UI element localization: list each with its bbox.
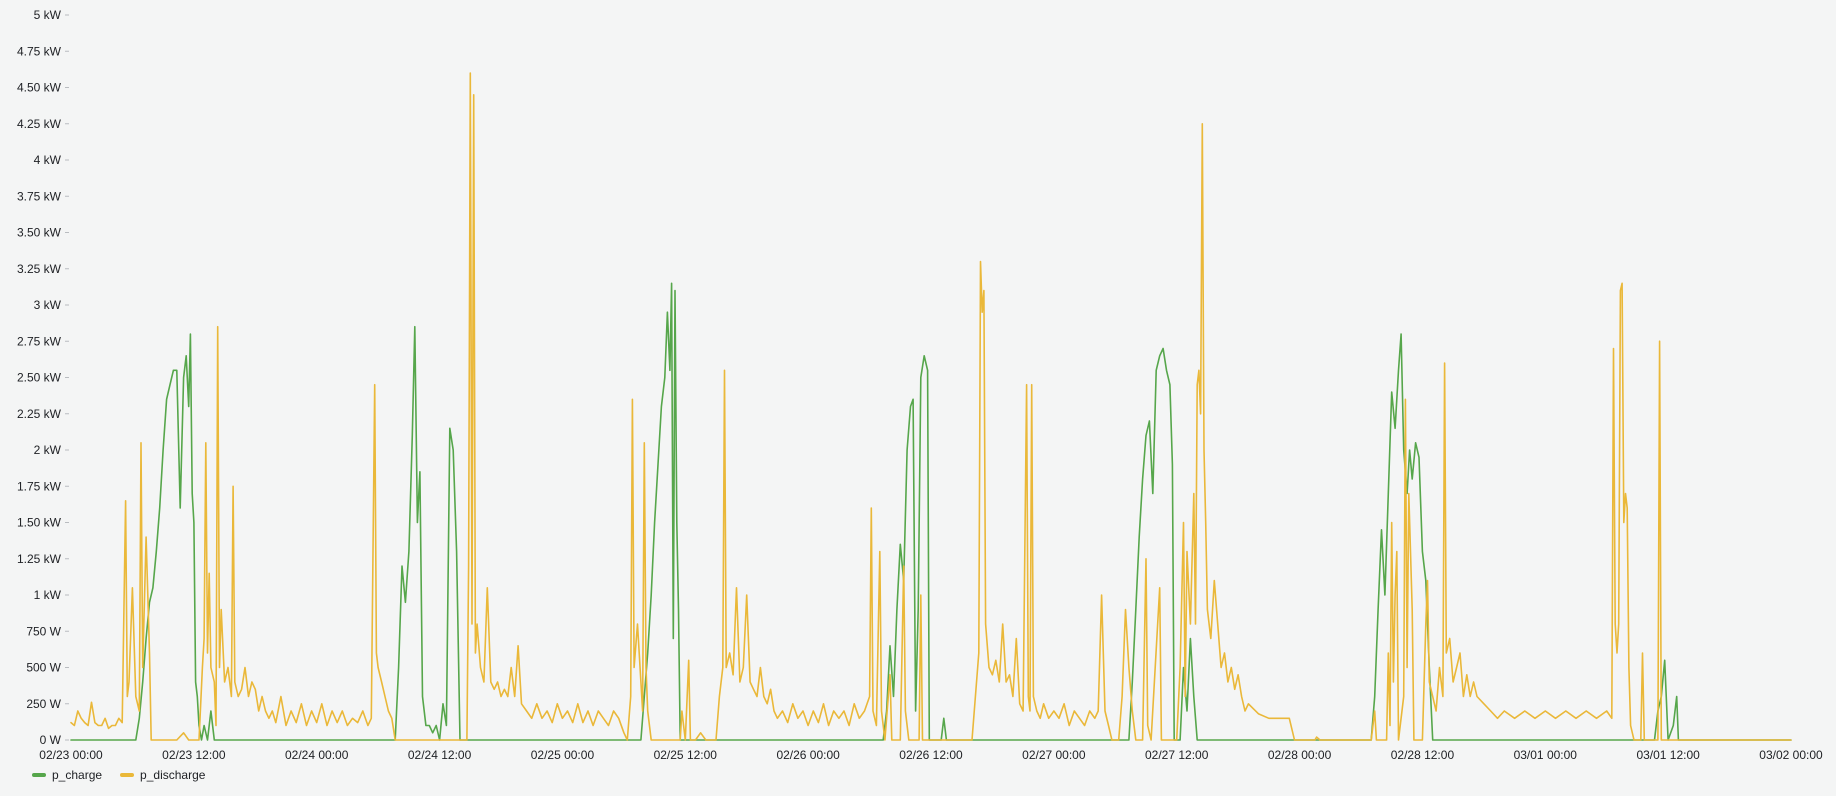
y-tick-label: 3.75 kW bbox=[17, 189, 62, 203]
y-axis: 0 W 250 W 500 W 750 W 1 kW 1.25 kW 1.50 kW 1.75… bbox=[17, 8, 69, 747]
legend-item-p-charge[interactable]: p_charge bbox=[32, 768, 102, 782]
x-tick-label: 03/01 12:00 bbox=[1636, 748, 1700, 762]
legend-label-p-discharge: p_discharge bbox=[140, 768, 206, 782]
y-tick-label: 3.25 kW bbox=[17, 262, 62, 276]
x-tick-label: 02/28 00:00 bbox=[1268, 748, 1332, 762]
y-tick-label: 2 kW bbox=[34, 443, 62, 457]
legend-label-p-charge: p_charge bbox=[52, 768, 103, 782]
x-tick-label: 02/23 00:00 bbox=[39, 748, 103, 762]
legend-swatch-p-discharge bbox=[120, 773, 135, 777]
x-tick-label: 03/01 00:00 bbox=[1514, 748, 1578, 762]
y-tick-label: 500 W bbox=[26, 661, 61, 675]
y-tick-label: 250 W bbox=[26, 697, 61, 711]
x-tick-label: 02/25 00:00 bbox=[531, 748, 595, 762]
x-tick-label: 02/26 12:00 bbox=[899, 748, 963, 762]
x-tick-label: 02/25 12:00 bbox=[654, 748, 718, 762]
y-tick-label: 2.25 kW bbox=[17, 407, 62, 421]
y-tick-label: 2.50 kW bbox=[17, 371, 62, 385]
y-tick-label: 1.25 kW bbox=[17, 552, 62, 566]
x-tick-label: 02/26 00:00 bbox=[776, 748, 840, 762]
y-tick-label: 1.50 kW bbox=[17, 516, 62, 530]
y-tick-label: 3.50 kW bbox=[17, 226, 62, 240]
y-tick-label: 5 kW bbox=[34, 8, 62, 22]
y-tick-label: 2.75 kW bbox=[17, 334, 62, 348]
x-tick-label: 02/24 00:00 bbox=[285, 748, 349, 762]
y-tick-label: 4.75 kW bbox=[17, 44, 62, 58]
y-tick-label: 0 W bbox=[40, 733, 62, 747]
y-tick-label: 4 kW bbox=[34, 153, 62, 167]
x-tick-label: 02/23 12:00 bbox=[162, 748, 226, 762]
y-tick-label: 4.50 kW bbox=[17, 81, 62, 95]
x-tick-label: 02/27 12:00 bbox=[1145, 748, 1209, 762]
plot-area[interactable] bbox=[70, 72, 1792, 741]
y-tick-label: 4.25 kW bbox=[17, 117, 62, 131]
legend: p_charge p_discharge bbox=[32, 768, 205, 782]
series-line-p-charge[interactable] bbox=[70, 282, 1792, 741]
x-axis: 02/23 00:00 02/23 12:00 02/24 00:00 02/24 1… bbox=[39, 748, 1823, 762]
x-tick-label: 02/28 12:00 bbox=[1391, 748, 1455, 762]
legend-item-p-discharge[interactable]: p_discharge bbox=[120, 768, 205, 782]
series-line-p-discharge[interactable] bbox=[70, 72, 1792, 741]
y-tick-label: 750 W bbox=[26, 624, 61, 638]
legend-swatch-p-charge bbox=[32, 773, 46, 777]
x-tick-label: 02/24 12:00 bbox=[408, 748, 472, 762]
x-tick-label: 02/27 00:00 bbox=[1022, 748, 1086, 762]
x-tick-label: 03/02 00:00 bbox=[1759, 748, 1823, 762]
y-tick-label: 1.75 kW bbox=[17, 479, 62, 493]
y-tick-label: 3 kW bbox=[34, 298, 62, 312]
y-tick-label: 1 kW bbox=[34, 588, 62, 602]
